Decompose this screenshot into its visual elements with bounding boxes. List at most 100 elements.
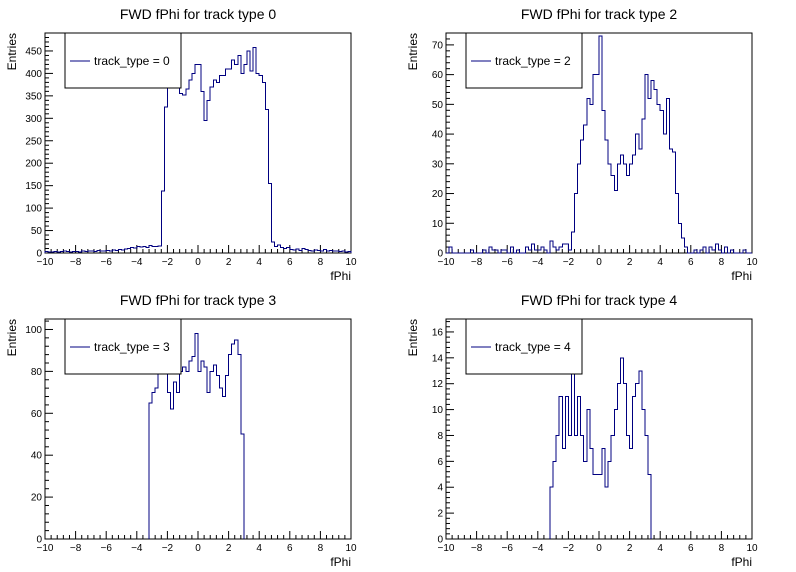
histogram-bin <box>578 164 581 253</box>
histogram-bin <box>115 250 118 253</box>
histogram-bin <box>265 109 268 253</box>
y-axis-label: Entries <box>5 319 19 356</box>
histogram-bin <box>155 247 158 253</box>
histogram-bin <box>636 134 639 253</box>
y-tick-label: 20 <box>31 493 43 504</box>
y-tick-label: 20 <box>432 189 444 200</box>
histogram-bin <box>241 434 244 539</box>
histogram-bin <box>544 250 547 253</box>
histogram-bin <box>164 367 167 539</box>
y-tick-label: 350 <box>25 91 42 102</box>
histogram-bin <box>189 361 192 539</box>
histogram-bin <box>492 250 495 253</box>
x-tick-label: 8 <box>719 543 725 554</box>
histogram-bin <box>167 82 170 253</box>
x-tick-label: −6 <box>501 543 513 554</box>
histogram-bin <box>535 250 538 253</box>
histogram-bin <box>66 252 69 253</box>
histogram-bin <box>232 60 235 253</box>
x-tick-label: 2 <box>226 257 232 268</box>
histogram-bin <box>636 384 639 539</box>
histogram-bin <box>470 250 473 253</box>
histogram-bin <box>703 247 706 253</box>
legend-label: track_type = 2 <box>495 54 571 68</box>
x-tick-label: 4 <box>256 543 262 554</box>
chart-panel-3: FWD fPhi for track type 4 −10 −8 −6 −4 −2 0 2 4 6… <box>406 292 758 569</box>
histogram-bin <box>578 397 581 539</box>
histogram-bin <box>330 250 333 253</box>
histogram-bin <box>679 223 682 253</box>
x-tick-label: −10 <box>438 543 455 554</box>
histogram-bin <box>314 250 317 253</box>
histogram-bin <box>45 252 48 253</box>
histogram-bin <box>192 73 195 253</box>
histogram-bin <box>204 367 207 539</box>
histogram-bin <box>152 246 155 253</box>
histogram-bin <box>685 247 688 253</box>
histogram-bin <box>247 51 250 253</box>
histogram-bin <box>229 355 232 539</box>
x-tick-label: −4 <box>131 257 143 268</box>
y-tick-label: 8 <box>437 431 443 442</box>
histogram-bin <box>51 252 54 253</box>
histogram-bin <box>146 248 149 253</box>
histogram-bin <box>238 55 241 253</box>
histogram-bin <box>180 371 183 539</box>
histogram-bin <box>660 110 663 253</box>
histogram-bin <box>633 397 636 539</box>
histogram-bin <box>82 251 85 253</box>
x-tick-label: 6 <box>287 257 293 268</box>
x-tick-label: 0 <box>596 257 602 268</box>
x-tick-label: −8 <box>471 257 483 268</box>
histogram-bin <box>195 334 198 539</box>
histogram-bin <box>568 250 571 253</box>
histogram-bin <box>213 365 216 539</box>
x-tick-label: −2 <box>563 543 575 554</box>
histogram-bin <box>575 194 578 253</box>
histogram-bin <box>112 250 115 253</box>
histogram-bin <box>663 134 666 253</box>
histogram-bin <box>617 384 620 539</box>
legend-label: track_type = 0 <box>94 54 170 68</box>
histogram-bin <box>63 251 66 253</box>
histogram-bin <box>222 397 225 539</box>
histogram-bin <box>210 371 213 539</box>
y-tick-label: 80 <box>31 367 43 378</box>
histogram-bin <box>213 80 216 253</box>
histogram-bin <box>207 100 210 253</box>
histogram-bin <box>149 245 152 253</box>
histogram-bin <box>60 252 63 253</box>
histogram-bin <box>73 252 76 253</box>
y-tick-label: 12 <box>432 379 444 390</box>
x-tick-label: −10 <box>37 257 54 268</box>
y-tick-label: 14 <box>432 353 444 364</box>
y-tick-label: 30 <box>432 159 444 170</box>
histogram-bin <box>103 251 106 253</box>
x-tick-label: 10 <box>746 257 758 268</box>
histogram-bin <box>682 238 685 253</box>
x-tick-label: 2 <box>226 543 232 554</box>
x-tick-label: 10 <box>345 257 357 268</box>
histogram-bin <box>271 242 274 253</box>
histogram-bin <box>174 382 177 539</box>
histogram-bin <box>155 388 158 539</box>
y-tick-label: 60 <box>31 409 43 420</box>
histogram-bin <box>510 247 513 253</box>
histogram-bin <box>94 252 97 253</box>
histogram-bin <box>106 250 109 253</box>
histogram-bin <box>320 251 323 253</box>
histogram-bin <box>348 252 351 253</box>
histogram-bin <box>712 250 715 253</box>
y-tick-label: 50 <box>31 226 43 237</box>
histogram-bin <box>235 64 238 253</box>
histogram-bin <box>327 251 330 253</box>
histogram-bin <box>584 461 587 539</box>
histogram-bin <box>593 75 596 253</box>
histogram-bin <box>620 155 623 253</box>
histogram-bin <box>149 403 152 539</box>
histogram-bin <box>694 250 697 253</box>
histogram-bin <box>192 357 195 539</box>
x-tick-label: −2 <box>162 543 174 554</box>
x-tick-label: −8 <box>70 257 82 268</box>
x-tick-label: −10 <box>37 543 54 554</box>
